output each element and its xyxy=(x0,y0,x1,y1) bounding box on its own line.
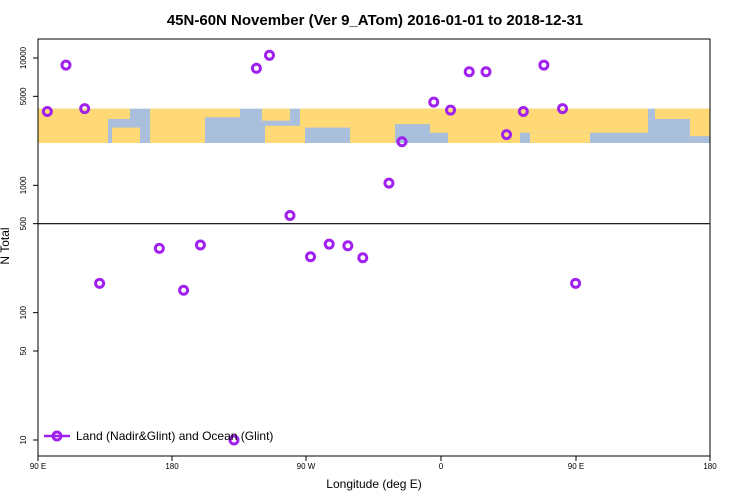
x-tick-label: 180 xyxy=(703,462,717,471)
data-point xyxy=(385,179,393,187)
map-land xyxy=(520,109,648,133)
y-tick-label: 5000 xyxy=(19,87,28,105)
map-land xyxy=(112,128,140,143)
x-tick-label: 90 E xyxy=(568,462,584,471)
y-tick-label: 500 xyxy=(19,216,28,230)
map-land xyxy=(430,109,448,133)
x-tick-label: 90 W xyxy=(297,462,316,471)
plot-frame xyxy=(38,39,710,456)
data-point xyxy=(359,254,367,262)
data-point xyxy=(196,241,204,249)
map-land xyxy=(265,126,305,143)
x-tick-label: 90 E xyxy=(30,462,46,471)
data-point xyxy=(155,244,163,252)
map-land xyxy=(262,109,290,121)
legend-label: Land (Nadir&Glint) and Ocean (Glint) xyxy=(76,429,273,443)
data-point xyxy=(265,51,273,59)
y-axis-label: N Total xyxy=(0,227,12,264)
x-tick-label: 0 xyxy=(439,462,444,471)
data-point xyxy=(286,211,294,219)
data-point xyxy=(62,61,70,69)
x-tick-label: 180 xyxy=(165,462,179,471)
data-point xyxy=(430,98,438,106)
data-point xyxy=(465,68,473,76)
map-band xyxy=(38,109,710,143)
map-land xyxy=(530,133,590,143)
y-tick-label: 10 xyxy=(19,435,28,444)
y-tick-label: 1000 xyxy=(19,176,28,194)
x-axis-label: Longitude (deg E) xyxy=(326,477,421,491)
data-point xyxy=(96,279,104,287)
data-point xyxy=(572,279,580,287)
y-tick-label: 50 xyxy=(19,346,28,355)
y-tick-label: 100 xyxy=(19,305,28,319)
data-point xyxy=(482,68,490,76)
map-land xyxy=(300,109,350,128)
data-point xyxy=(325,240,333,248)
map-land xyxy=(655,109,690,119)
legend: Land (Nadir&Glint) and Ocean (Glint) xyxy=(44,429,273,443)
map-land xyxy=(350,109,395,143)
data-point xyxy=(252,64,260,72)
map-land xyxy=(690,109,710,136)
map-land xyxy=(108,109,130,119)
data-point xyxy=(540,61,548,69)
y-axis: 10 50 100 500 1000 5000 10000 xyxy=(19,46,38,444)
data-point xyxy=(344,242,352,250)
map-land xyxy=(150,109,205,143)
data-point xyxy=(180,286,188,294)
data-point xyxy=(307,253,315,261)
x-axis: 90 E 180 90 W 0 90 E 180 xyxy=(30,456,717,471)
y-tick-label: 10000 xyxy=(19,46,28,69)
map-land xyxy=(205,109,240,118)
map-land xyxy=(395,109,430,124)
chart-title: 45N-60N November (Ver 9_ATom) 2016-01-01… xyxy=(167,12,583,29)
